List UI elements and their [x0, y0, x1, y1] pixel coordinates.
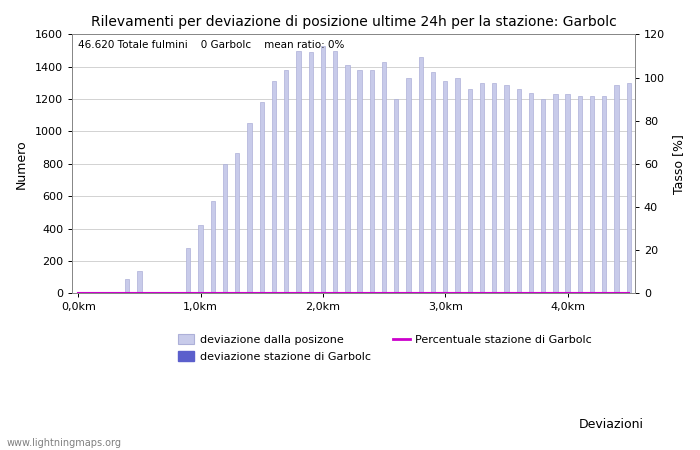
Bar: [504, 85, 509, 293]
Bar: [528, 93, 533, 293]
Bar: [260, 102, 264, 293]
Bar: [626, 83, 631, 293]
Bar: [492, 83, 496, 293]
Bar: [345, 65, 349, 293]
Bar: [517, 90, 521, 293]
Bar: [407, 78, 411, 293]
Text: 46.620 Totale fulmini    0 Garbolc    mean ratio: 0%: 46.620 Totale fulmini 0 Garbolc mean rat…: [78, 40, 344, 50]
Bar: [198, 225, 203, 293]
Y-axis label: Numero: Numero: [15, 139, 28, 189]
Bar: [321, 45, 325, 293]
Bar: [125, 279, 130, 293]
Text: www.lightningmaps.org: www.lightningmaps.org: [7, 438, 122, 448]
Bar: [186, 248, 190, 293]
Bar: [480, 83, 484, 293]
Bar: [541, 99, 545, 293]
Bar: [235, 153, 239, 293]
Bar: [223, 164, 228, 293]
Legend: deviazione dalla posizone, deviazione stazione di Garbolc, Percentuale stazione : deviazione dalla posizone, deviazione st…: [174, 330, 596, 366]
Bar: [247, 123, 251, 293]
Bar: [137, 271, 141, 293]
Bar: [370, 70, 374, 293]
Bar: [566, 94, 570, 293]
Bar: [211, 201, 215, 293]
Bar: [468, 90, 472, 293]
Bar: [382, 62, 386, 293]
Bar: [272, 81, 276, 293]
Bar: [578, 96, 582, 293]
Title: Rilevamenti per deviazione di posizione ultime 24h per la stazione: Garbolc: Rilevamenti per deviazione di posizione …: [90, 15, 617, 29]
Bar: [394, 99, 398, 293]
Bar: [358, 70, 362, 293]
Bar: [284, 70, 288, 293]
Bar: [553, 94, 557, 293]
Text: Deviazioni: Deviazioni: [579, 418, 644, 432]
Bar: [443, 81, 447, 293]
Bar: [309, 52, 313, 293]
Bar: [419, 57, 423, 293]
Bar: [333, 50, 337, 293]
Bar: [615, 85, 619, 293]
Bar: [590, 96, 594, 293]
Bar: [456, 78, 460, 293]
Bar: [431, 72, 435, 293]
Bar: [602, 96, 606, 293]
Bar: [296, 50, 300, 293]
Y-axis label: Tasso [%]: Tasso [%]: [672, 134, 685, 194]
